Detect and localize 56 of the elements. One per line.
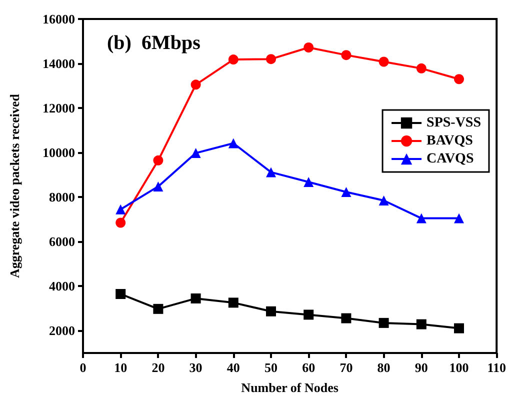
y-tick-label: 8000 — [49, 190, 75, 205]
point — [116, 204, 126, 214]
point — [190, 80, 201, 90]
point — [378, 318, 389, 328]
y-axis-title: Aggregate video packets received — [7, 93, 22, 278]
point — [341, 187, 352, 198]
point — [416, 63, 426, 74]
point — [416, 213, 426, 224]
x-tick-label: 80 — [377, 360, 390, 375]
point — [304, 176, 314, 187]
x-tick-label: 110 — [487, 360, 506, 375]
x-tick-label: 30 — [189, 360, 202, 375]
point — [190, 293, 201, 304]
point — [228, 138, 238, 148]
point — [454, 323, 464, 334]
x-tick-label: 60 — [302, 360, 316, 375]
legend-label: BAVQS — [426, 134, 474, 148]
point — [228, 54, 238, 65]
point — [116, 288, 126, 299]
x-tick-label: 50 — [264, 360, 278, 375]
x-tick-label: 40 — [226, 360, 240, 375]
point — [153, 181, 164, 192]
y-tick-label: 12000 — [42, 100, 75, 116]
point — [304, 42, 314, 52]
point — [190, 148, 201, 158]
x-tick-label: 100 — [449, 360, 469, 375]
point — [153, 155, 164, 166]
y-tick-label: 4000 — [49, 278, 75, 294]
y-tick-label: 10000 — [42, 145, 75, 160]
legend-label: SPS-VSS — [426, 116, 482, 130]
x-tick-label: 20 — [152, 360, 165, 375]
point — [153, 304, 164, 314]
point — [378, 195, 389, 206]
y-tick-label: 14000 — [42, 56, 75, 72]
x-tick-label: 90 — [414, 360, 428, 375]
point — [341, 50, 352, 60]
x-tick-label: 10 — [114, 360, 128, 375]
annotation: (b) 6Mbps — [107, 32, 201, 54]
point — [266, 54, 276, 64]
point — [116, 218, 126, 228]
point — [228, 298, 238, 308]
point — [304, 310, 314, 320]
point — [378, 56, 389, 67]
point — [341, 313, 352, 324]
y-tick-label: 6000 — [49, 234, 75, 250]
point — [266, 167, 276, 178]
x-axis-title: Number of Nodes — [241, 380, 338, 395]
y-tick-label: 16000 — [42, 12, 75, 26]
point — [266, 306, 276, 316]
x-tick-label: 70 — [340, 360, 353, 375]
point — [416, 319, 426, 330]
y-tick-label: 2000 — [49, 323, 75, 338]
x-tick-label: 0 — [80, 360, 86, 375]
legend-label: CAVQS — [426, 152, 474, 166]
point — [454, 213, 464, 224]
point — [454, 74, 464, 84]
